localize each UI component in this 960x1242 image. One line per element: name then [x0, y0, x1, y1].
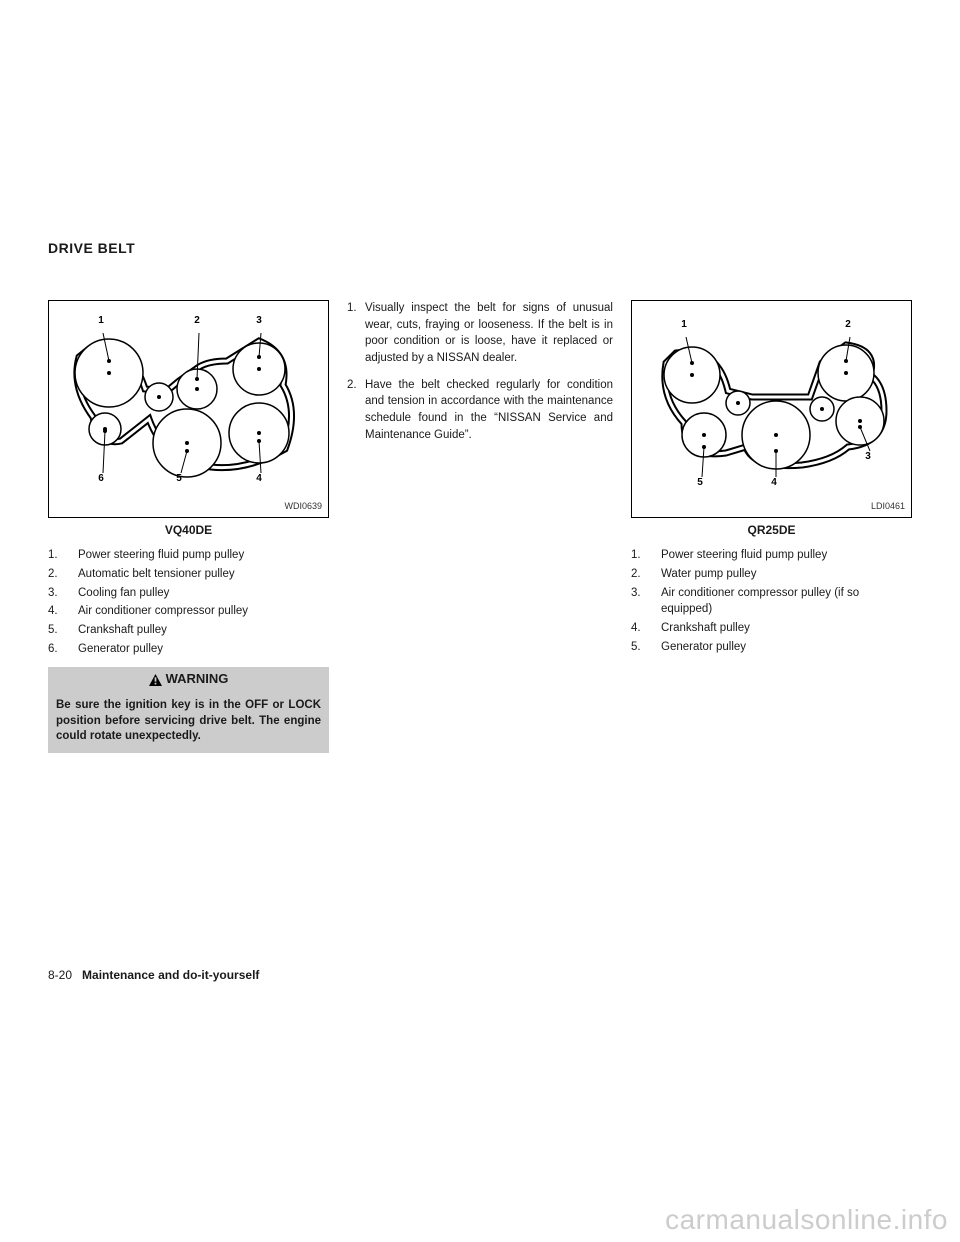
svg-text:4: 4 — [256, 473, 262, 484]
svg-text:1: 1 — [681, 319, 687, 330]
legend-text: Air conditioner compressor pulley (if so… — [661, 585, 912, 618]
legend-number: 1. — [48, 547, 78, 564]
page-number: 8-20 — [48, 968, 72, 982]
legend-item: 3.Cooling fan pulley — [48, 585, 329, 602]
legend-text: Air conditioner compressor pulley — [78, 603, 329, 620]
svg-text:2: 2 — [194, 315, 200, 326]
legend-item: 4.Crankshaft pulley — [631, 620, 912, 637]
warning-body: Be sure the ignition key is in the OFF o… — [48, 692, 329, 753]
instruction-text: Visually inspect the belt for signs of u… — [365, 300, 613, 367]
legend-number: 6. — [48, 641, 78, 658]
page-content: DRIVE BELT 123456 WDI0639 VQ40DE 1.Power… — [48, 240, 912, 753]
legend-text: Power steering fluid pump pulley — [661, 547, 912, 564]
legend-item: 5.Generator pulley — [631, 639, 912, 656]
svg-text:3: 3 — [865, 451, 871, 462]
svg-text:5: 5 — [176, 473, 182, 484]
page-footer: 8-20 Maintenance and do-it-yourself — [48, 968, 259, 982]
legend-qr25de: 1.Power steering fluid pump pulley2.Wate… — [631, 547, 912, 655]
legend-number: 5. — [48, 622, 78, 639]
legend-text: Automatic belt tensioner pulley — [78, 566, 329, 583]
figure-id-2: LDI0461 — [871, 500, 905, 513]
warning-box: WARNING Be sure the ignition key is in t… — [48, 667, 329, 752]
legend-text: Power steering fluid pump pulley — [78, 547, 329, 564]
section-title: DRIVE BELT — [48, 240, 912, 256]
legend-item: 4.Air conditioner compressor pulley — [48, 603, 329, 620]
columns: 123456 WDI0639 VQ40DE 1.Power steering f… — [48, 300, 912, 753]
legend-text: Generator pulley — [78, 641, 329, 658]
instruction-text: Have the belt checked regularly for cond… — [365, 377, 613, 444]
svg-text:4: 4 — [771, 477, 777, 488]
instruction-number: 1. — [347, 300, 365, 367]
svg-text:1: 1 — [98, 315, 104, 326]
warning-icon — [149, 674, 162, 686]
legend-number: 5. — [631, 639, 661, 656]
legend-number: 3. — [631, 585, 661, 618]
legend-item: 1.Power steering fluid pump pulley — [631, 547, 912, 564]
legend-text: Water pump pulley — [661, 566, 912, 583]
legend-text: Generator pulley — [661, 639, 912, 656]
footer-section: Maintenance and do-it-yourself — [82, 968, 259, 982]
legend-item: 5.Crankshaft pulley — [48, 622, 329, 639]
figure-caption-1: VQ40DE — [48, 522, 329, 539]
belt-diagram-qr25de: 1 2 3 4 5 — [632, 301, 911, 519]
figure-vq40de: 1 2 3 4 5 6 WDI0639 — [48, 300, 329, 518]
svg-text:2: 2 — [845, 319, 851, 330]
legend-item: 2.Automatic belt tensioner pulley — [48, 566, 329, 583]
instruction-number: 2. — [347, 377, 365, 444]
legend-text: Crankshaft pulley — [78, 622, 329, 639]
legend-text: Cooling fan pulley — [78, 585, 329, 602]
legend-item: 1.Power steering fluid pump pulley — [48, 547, 329, 564]
svg-text:6: 6 — [98, 473, 104, 484]
svg-text:5: 5 — [697, 477, 703, 488]
instruction-item: 1.Visually inspect the belt for signs of… — [347, 300, 613, 367]
legend-number: 3. — [48, 585, 78, 602]
column-1: 1 2 3 4 5 6 WDI0639 VQ40DE 1.Power steering f… — [48, 300, 329, 753]
watermark: carmanualsonline.info — [665, 1204, 948, 1236]
legend-text: Crankshaft pulley — [661, 620, 912, 637]
instruction-item: 2.Have the belt checked regularly for co… — [347, 377, 613, 444]
legend-number: 2. — [631, 566, 661, 583]
legend-number: 4. — [631, 620, 661, 637]
figure-id-1: WDI0639 — [284, 500, 322, 513]
legend-item: 2.Water pump pulley — [631, 566, 912, 583]
legend-number: 2. — [48, 566, 78, 583]
figure-qr25de: 1 2 3 4 5 LDI0461 — [631, 300, 912, 518]
belt-diagram-vq40de: 1 2 3 4 5 6 — [49, 301, 328, 519]
instructions: 1.Visually inspect the belt for signs of… — [347, 300, 613, 443]
legend-item: 6.Generator pulley — [48, 641, 329, 658]
warning-header-text: WARNING — [166, 670, 229, 689]
warning-header: WARNING — [48, 667, 329, 692]
column-2: 1.Visually inspect the belt for signs of… — [347, 300, 613, 753]
legend-item: 3.Air conditioner compressor pulley (if … — [631, 585, 912, 618]
legend-number: 4. — [48, 603, 78, 620]
svg-text:3: 3 — [256, 315, 262, 326]
legend-number: 1. — [631, 547, 661, 564]
legend-vq40de: 1.Power steering fluid pump pulley2.Auto… — [48, 547, 329, 657]
column-3: 1 2 3 4 5 LDI0461 QR25DE 1.Power steering fl… — [631, 300, 912, 753]
figure-caption-2: QR25DE — [631, 522, 912, 539]
